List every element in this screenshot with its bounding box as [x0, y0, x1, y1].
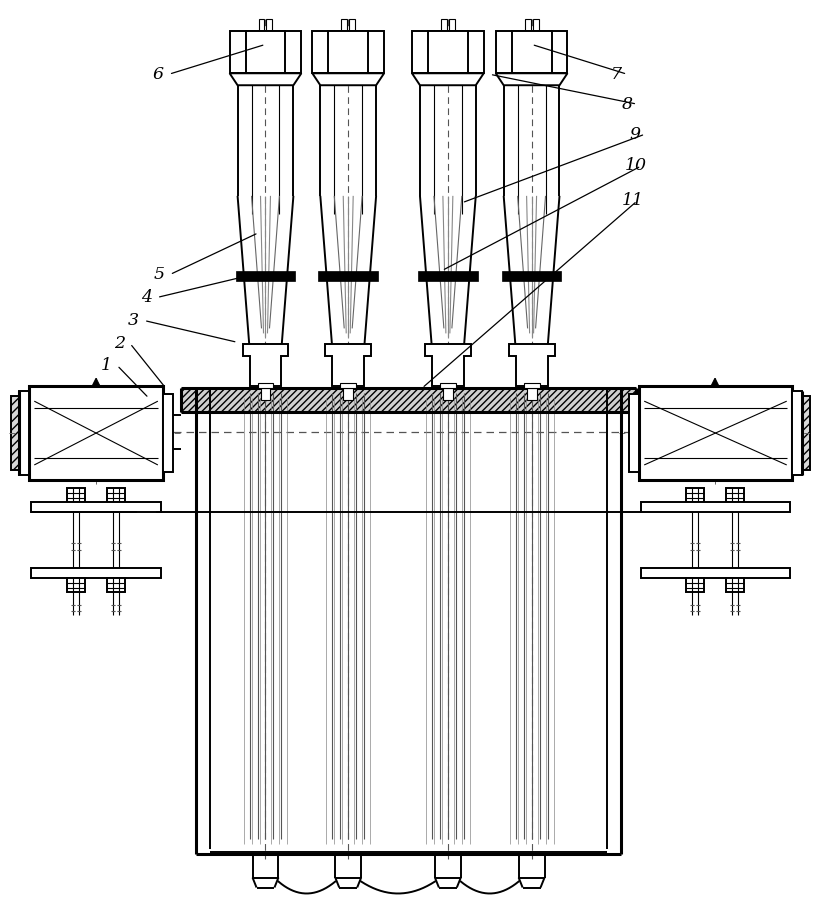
Polygon shape: [244, 346, 287, 385]
Bar: [342, 20, 347, 32]
Text: 9: 9: [629, 126, 640, 142]
Bar: [443, 388, 453, 400]
Polygon shape: [425, 345, 470, 386]
Bar: [236, 271, 296, 281]
Polygon shape: [163, 394, 172, 472]
Bar: [686, 488, 704, 502]
Bar: [107, 488, 125, 502]
Text: 1: 1: [101, 356, 112, 374]
Bar: [686, 578, 704, 591]
Bar: [726, 488, 744, 502]
Polygon shape: [326, 346, 370, 385]
Polygon shape: [71, 392, 121, 400]
Polygon shape: [412, 73, 484, 86]
Text: 4: 4: [141, 289, 152, 306]
Bar: [67, 488, 85, 502]
Bar: [441, 20, 447, 32]
Bar: [524, 383, 539, 388]
Bar: [11, 396, 20, 470]
Bar: [30, 386, 163, 480]
Bar: [428, 32, 468, 73]
Text: 5: 5: [154, 266, 165, 284]
Bar: [526, 388, 537, 400]
Polygon shape: [312, 73, 384, 86]
Bar: [801, 396, 810, 470]
Bar: [525, 20, 530, 32]
Bar: [314, 33, 382, 71]
Bar: [349, 20, 355, 32]
Bar: [319, 271, 378, 281]
Bar: [260, 388, 270, 400]
Bar: [230, 32, 301, 73]
Bar: [641, 502, 790, 512]
Polygon shape: [629, 394, 640, 472]
Bar: [328, 32, 368, 73]
Bar: [449, 20, 455, 32]
Bar: [791, 392, 801, 475]
Bar: [245, 32, 286, 73]
Polygon shape: [92, 378, 100, 386]
Bar: [641, 568, 790, 578]
Polygon shape: [690, 392, 740, 400]
Text: 2: 2: [114, 335, 125, 352]
Bar: [258, 383, 273, 388]
Bar: [498, 33, 566, 71]
Polygon shape: [181, 388, 636, 412]
Bar: [312, 32, 384, 73]
Polygon shape: [510, 346, 553, 385]
Polygon shape: [711, 378, 719, 386]
Bar: [412, 32, 484, 73]
Bar: [267, 20, 273, 32]
Bar: [511, 32, 552, 73]
Bar: [232, 33, 300, 71]
Bar: [496, 32, 567, 73]
Bar: [343, 388, 353, 400]
Polygon shape: [242, 345, 288, 386]
Polygon shape: [496, 73, 567, 86]
Bar: [31, 568, 161, 578]
Polygon shape: [230, 73, 301, 86]
Bar: [414, 33, 482, 71]
Bar: [640, 386, 791, 480]
Polygon shape: [509, 345, 554, 386]
Bar: [726, 578, 744, 591]
Text: 7: 7: [612, 66, 622, 83]
Bar: [418, 271, 478, 281]
Bar: [340, 383, 356, 388]
Polygon shape: [426, 346, 470, 385]
Text: 8: 8: [621, 95, 632, 112]
Text: 6: 6: [153, 66, 164, 83]
Bar: [259, 20, 264, 32]
Bar: [67, 578, 85, 591]
Bar: [533, 20, 539, 32]
Bar: [20, 392, 30, 475]
Bar: [107, 578, 125, 591]
Text: 3: 3: [128, 312, 139, 328]
Bar: [440, 383, 456, 388]
Bar: [31, 502, 161, 512]
Text: 11: 11: [621, 193, 644, 210]
Text: 10: 10: [626, 158, 647, 175]
Polygon shape: [325, 345, 371, 386]
Bar: [502, 271, 562, 281]
